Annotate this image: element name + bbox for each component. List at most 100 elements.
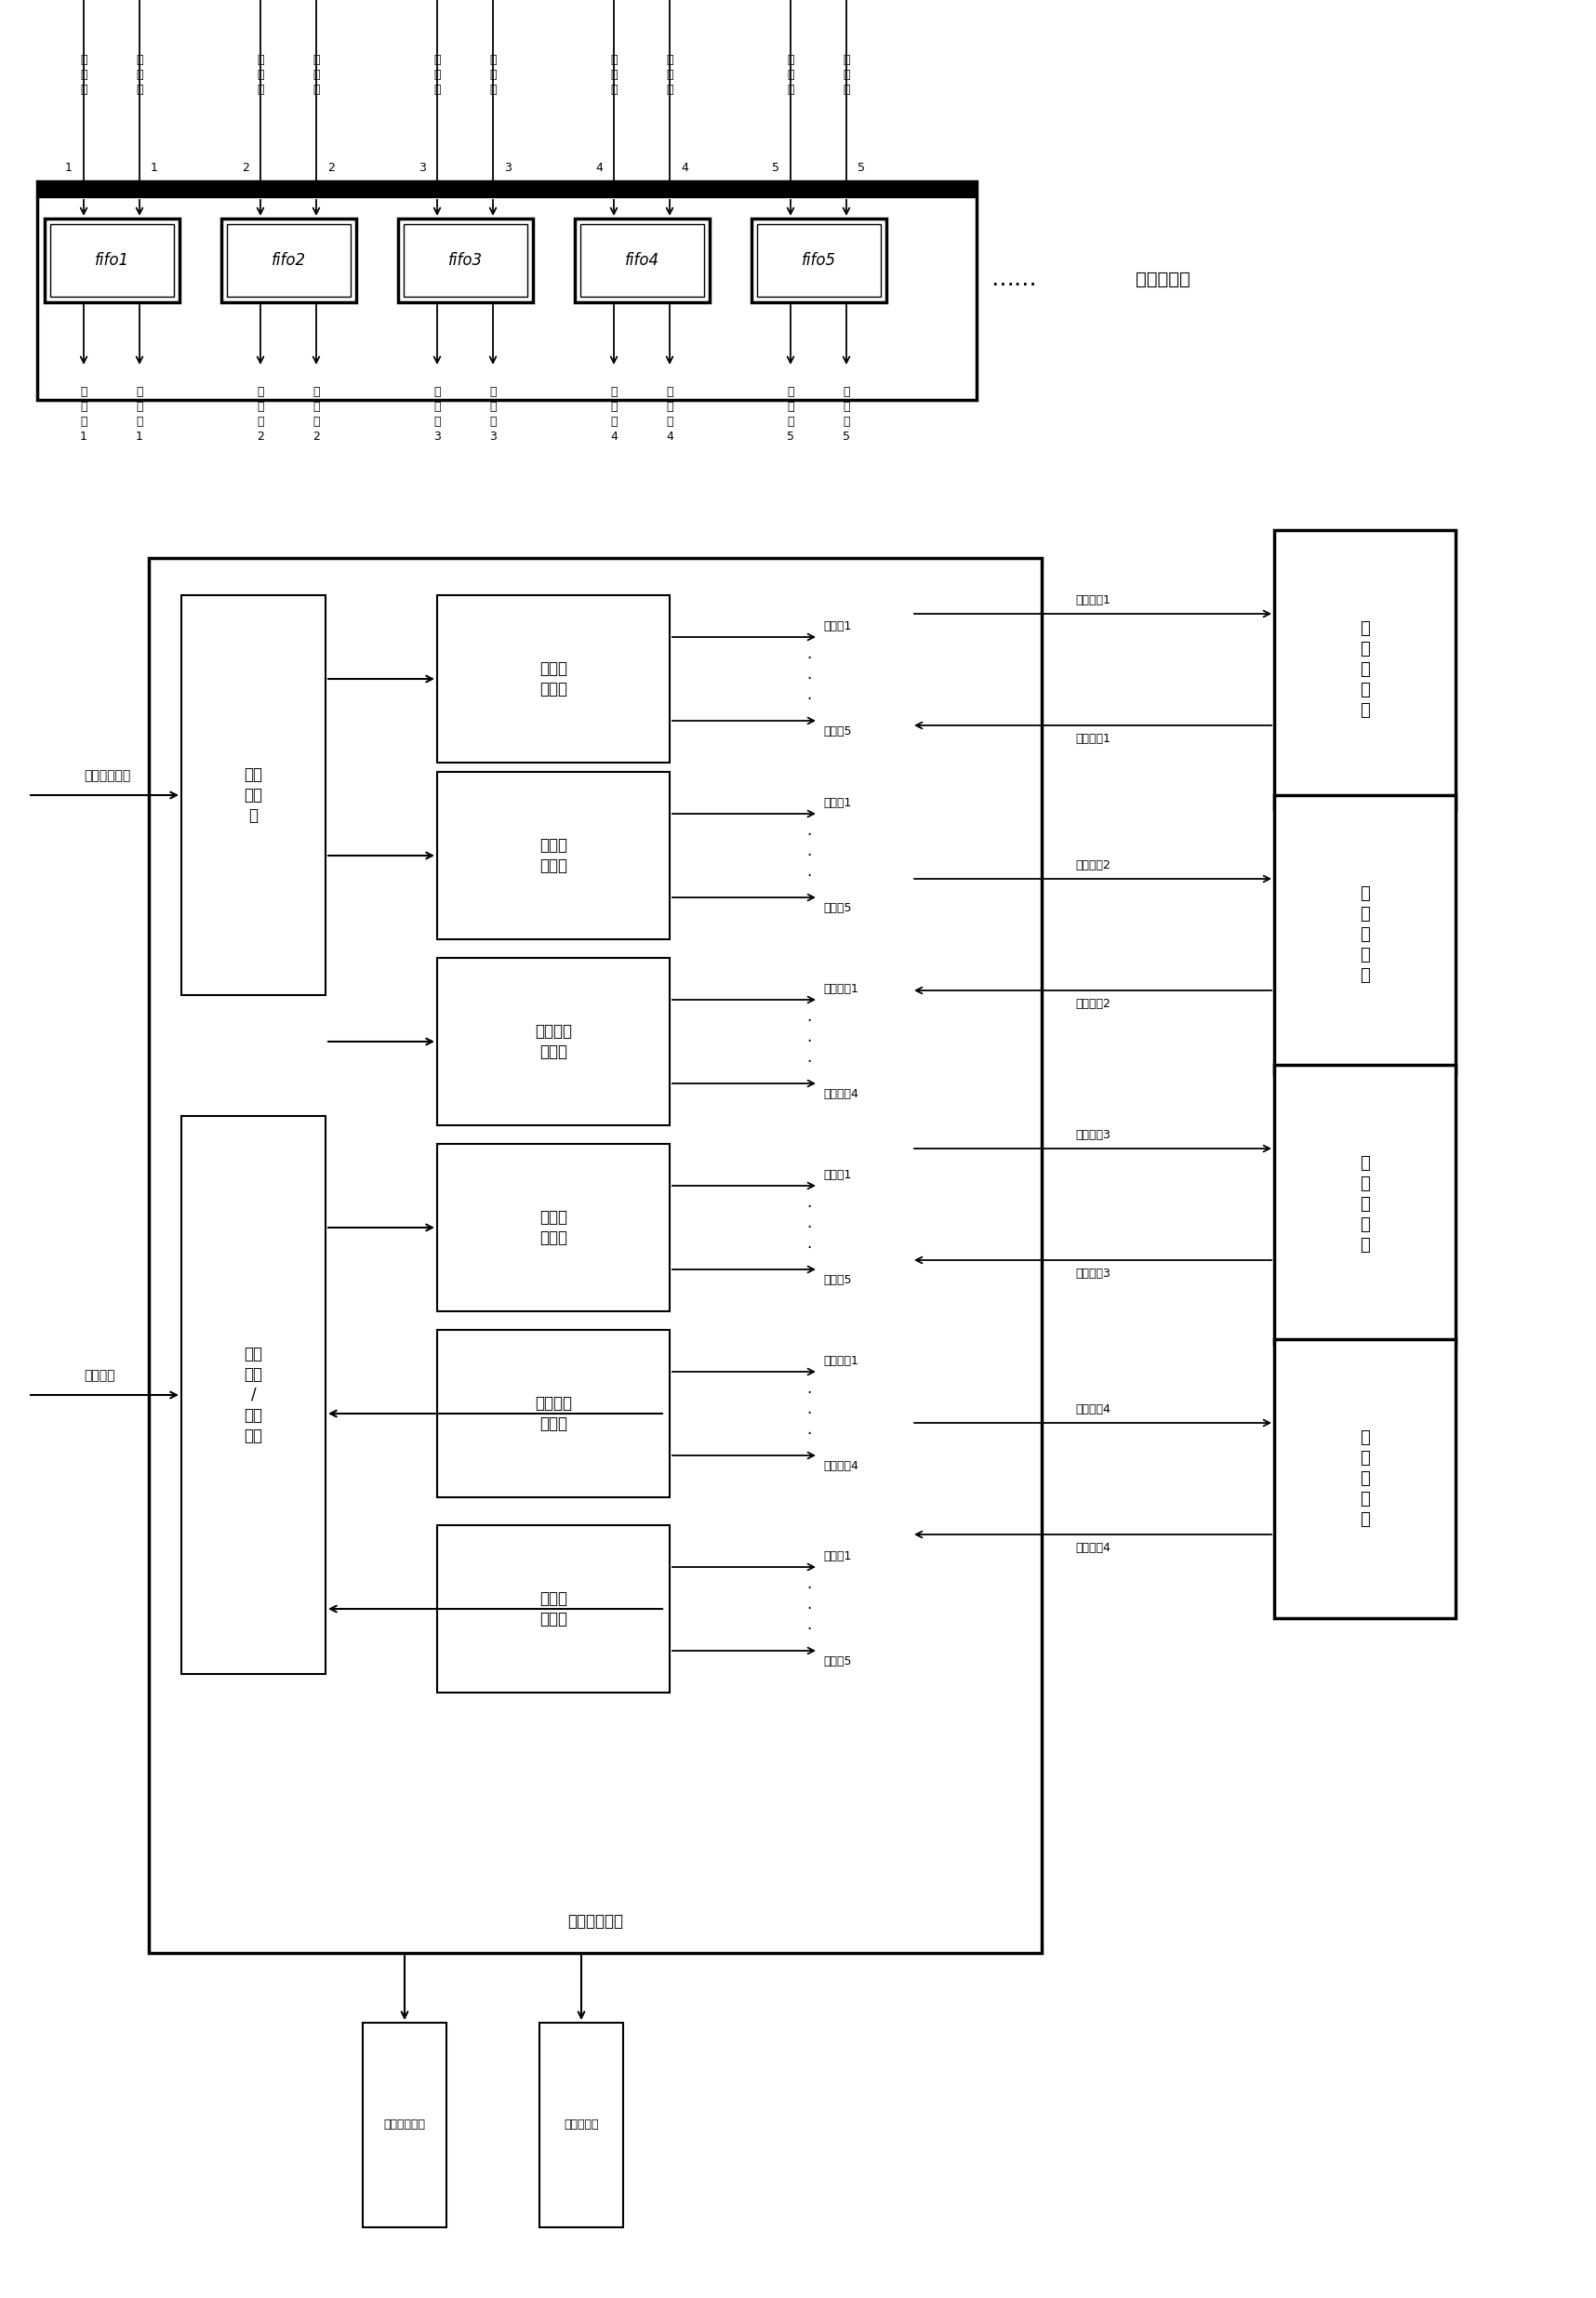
Text: fifo3: fifo3 bbox=[448, 253, 482, 269]
Text: 写有效
控制器: 写有效 控制器 bbox=[539, 836, 567, 873]
Text: 提升数据4: 提升数据4 bbox=[824, 1459, 859, 1473]
Text: 一
级
提
升
器: 一 级 提 升 器 bbox=[1360, 620, 1369, 719]
Text: 提升数据3: 提升数据3 bbox=[1076, 1268, 1111, 1280]
Text: ·
·
·: · · · bbox=[806, 1386, 812, 1443]
Text: 读
数
据
5: 读 数 据 5 bbox=[843, 386, 851, 444]
Text: 读
数
据
1: 读 数 据 1 bbox=[136, 386, 144, 444]
Bar bbox=[227, 225, 351, 296]
Bar bbox=[437, 1331, 670, 1498]
Text: fifo1: fifo1 bbox=[94, 253, 129, 269]
Text: 提升数据2: 提升数据2 bbox=[1076, 997, 1111, 1009]
Text: 三
级
提
升
器: 三 级 提 升 器 bbox=[1360, 1154, 1369, 1255]
Text: 提升数据
处理器: 提升数据 处理器 bbox=[535, 1395, 571, 1432]
Text: 读
有
效
5: 读 有 效 5 bbox=[787, 386, 795, 444]
Bar bbox=[539, 2022, 622, 2227]
Text: 提升使能1: 提升使能1 bbox=[1076, 595, 1111, 607]
Text: 写
有
效: 写 有 效 bbox=[787, 53, 795, 94]
Bar bbox=[148, 558, 1042, 1953]
Bar bbox=[1274, 1064, 1456, 1344]
Text: 写有效5: 写有效5 bbox=[824, 903, 852, 915]
Bar bbox=[397, 218, 533, 303]
Text: 读
有
效
3: 读 有 效 3 bbox=[434, 386, 440, 444]
Text: 写
数
据: 写 数 据 bbox=[666, 53, 674, 94]
Text: 1: 1 bbox=[150, 161, 158, 175]
Text: 读
有
效
4: 读 有 效 4 bbox=[610, 386, 618, 444]
Bar bbox=[437, 595, 670, 763]
Bar bbox=[45, 218, 179, 303]
Bar bbox=[437, 1526, 670, 1694]
Bar bbox=[1274, 531, 1456, 809]
Text: 读有效
控制器: 读有效 控制器 bbox=[539, 660, 567, 699]
Text: ·
·
·: · · · bbox=[806, 1579, 812, 1638]
Text: 写
数
据: 写 数 据 bbox=[136, 53, 144, 94]
Text: 读
有
效
2: 读 有 效 2 bbox=[257, 386, 263, 444]
Text: ……: …… bbox=[991, 269, 1037, 290]
Text: 提升数据1: 提升数据1 bbox=[824, 1356, 859, 1367]
Text: 提升数据4: 提升数据4 bbox=[1076, 1542, 1111, 1553]
Text: 数据
复选
/
去复
选器: 数据 复选 / 去复 选器 bbox=[244, 1344, 263, 1445]
Text: ·
·
·: · · · bbox=[806, 650, 812, 708]
Text: 写有效1: 写有效1 bbox=[824, 797, 851, 809]
Bar bbox=[404, 225, 527, 296]
Text: 提升使能3: 提升使能3 bbox=[1076, 1128, 1111, 1142]
Text: 二
级
提
升
器: 二 级 提 升 器 bbox=[1360, 885, 1369, 984]
Text: 5: 5 bbox=[772, 161, 779, 175]
Text: 2: 2 bbox=[327, 161, 335, 175]
Text: ·
·
·: · · · bbox=[806, 1200, 812, 1257]
Text: fifo4: fifo4 bbox=[626, 253, 659, 269]
Text: 4: 4 bbox=[681, 161, 688, 175]
Text: 3: 3 bbox=[418, 161, 426, 175]
Text: 读
有
效
1: 读 有 效 1 bbox=[80, 386, 88, 444]
Text: 提升使能2: 提升使能2 bbox=[1076, 859, 1111, 871]
Bar bbox=[182, 1117, 326, 1673]
Bar bbox=[437, 1144, 670, 1312]
Text: fifo2: fifo2 bbox=[271, 253, 306, 269]
Text: 提升使能1: 提升使能1 bbox=[824, 984, 859, 995]
Text: 写
有
效: 写 有 效 bbox=[257, 53, 263, 94]
Text: 行变换控制: 行变换控制 bbox=[563, 2119, 598, 2130]
Text: fifo5: fifo5 bbox=[801, 253, 836, 269]
Text: 写
数
据: 写 数 据 bbox=[490, 53, 496, 94]
Text: 读有效1: 读有效1 bbox=[824, 620, 851, 632]
Text: 列变换控制器: 列变换控制器 bbox=[567, 1912, 622, 1930]
Bar bbox=[581, 225, 704, 296]
Text: 读
数
据
3: 读 数 据 3 bbox=[490, 386, 496, 444]
Text: 写
数
据: 写 数 据 bbox=[313, 53, 319, 94]
Text: 读有效5: 读有效5 bbox=[824, 726, 852, 738]
Bar bbox=[362, 2022, 447, 2227]
Bar bbox=[222, 218, 356, 303]
Text: 四
级
提
升
器: 四 级 提 升 器 bbox=[1360, 1429, 1369, 1528]
Bar bbox=[757, 225, 881, 296]
Text: 写
有
效: 写 有 效 bbox=[80, 53, 88, 94]
Text: 1: 1 bbox=[65, 161, 72, 175]
Text: 读数据5: 读数据5 bbox=[824, 1655, 852, 1668]
Text: 写数据5: 写数据5 bbox=[824, 1273, 852, 1287]
Text: 4: 4 bbox=[595, 161, 603, 175]
Text: 中间缓存器: 中间缓存器 bbox=[1135, 271, 1191, 287]
Text: ·
·
·: · · · bbox=[806, 1013, 812, 1071]
Text: 提升数据1: 提升数据1 bbox=[1076, 733, 1111, 745]
Text: 读
数
据
2: 读 数 据 2 bbox=[313, 386, 319, 444]
Text: 输入数据有效: 输入数据有效 bbox=[83, 770, 131, 781]
Bar bbox=[1274, 1340, 1456, 1618]
Text: 提升使能4: 提升使能4 bbox=[824, 1087, 859, 1101]
Bar bbox=[437, 772, 670, 940]
Text: 读
数
据
4: 读 数 据 4 bbox=[666, 386, 674, 444]
Text: 写
有
效: 写 有 效 bbox=[610, 53, 618, 94]
Text: 写
有
效: 写 有 效 bbox=[434, 53, 440, 94]
Text: 输入数据: 输入数据 bbox=[83, 1370, 115, 1381]
Bar bbox=[49, 225, 174, 296]
Text: 写数据1: 写数据1 bbox=[824, 1170, 851, 1181]
Text: ·
·
·: · · · bbox=[806, 827, 812, 885]
Text: 2: 2 bbox=[243, 161, 249, 175]
Bar bbox=[752, 218, 886, 303]
Text: 写数据
产生器: 写数据 产生器 bbox=[539, 1209, 567, 1246]
Bar bbox=[182, 595, 326, 995]
Text: 3: 3 bbox=[504, 161, 511, 175]
Bar bbox=[575, 218, 710, 303]
Text: 提升使能
控制器: 提升使能 控制器 bbox=[535, 1023, 571, 1059]
Bar bbox=[1274, 795, 1456, 1073]
Text: 读数据1: 读数据1 bbox=[824, 1551, 851, 1563]
Text: 5: 5 bbox=[857, 161, 865, 175]
Bar bbox=[37, 182, 977, 400]
